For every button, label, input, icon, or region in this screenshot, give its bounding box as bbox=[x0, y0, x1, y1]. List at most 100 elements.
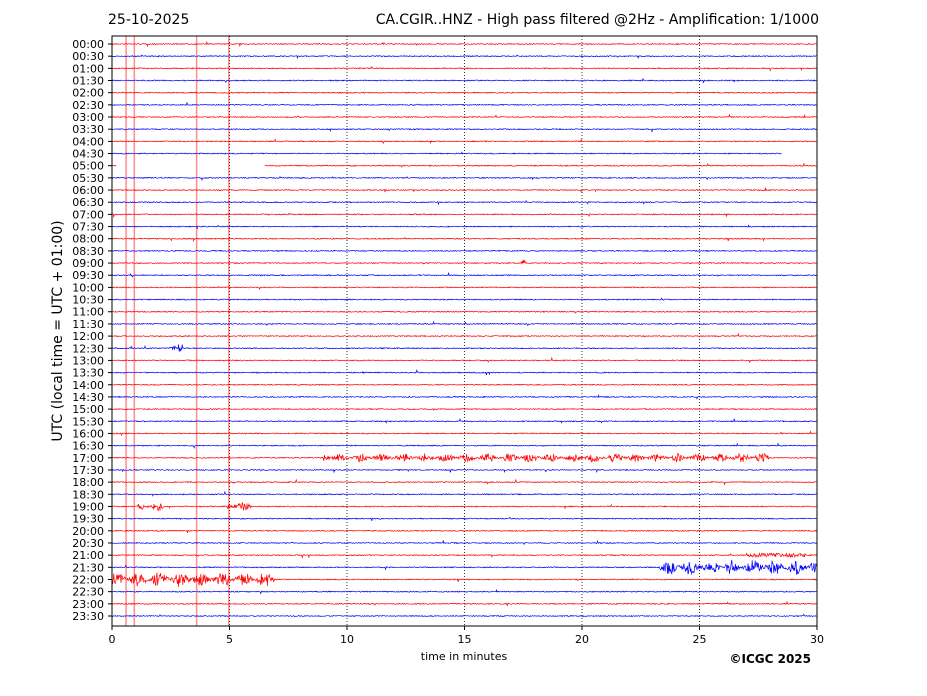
y-tick-label: 14:30 bbox=[72, 391, 104, 404]
y-tick-label: 00:30 bbox=[72, 50, 104, 63]
y-tick-label: 07:00 bbox=[72, 208, 104, 221]
y-tick-label: 04:30 bbox=[72, 148, 104, 161]
y-tick-label: 11:30 bbox=[72, 318, 104, 331]
trace-1130 bbox=[111, 320, 817, 327]
trace-1030 bbox=[111, 297, 817, 301]
y-tick-label: 21:00 bbox=[72, 549, 104, 562]
trace-1200 bbox=[111, 332, 817, 338]
y-tick-label: 12:30 bbox=[72, 342, 104, 355]
trace-0200 bbox=[111, 91, 817, 94]
y-tick-label: 05:30 bbox=[72, 172, 104, 185]
y-tick-label: 06:00 bbox=[72, 184, 104, 197]
y-tick-label: 01:00 bbox=[72, 62, 104, 75]
x-axis-label: time in minutes bbox=[421, 650, 508, 663]
y-tick-label: 23:30 bbox=[72, 610, 104, 623]
y-tick-label: 15:00 bbox=[72, 403, 104, 416]
y-tick-label: 03:30 bbox=[72, 123, 104, 136]
trace-0600 bbox=[111, 187, 817, 193]
trace-1400 bbox=[111, 383, 817, 386]
date-label: 25-10-2025 bbox=[108, 12, 190, 28]
trace-1330 bbox=[111, 369, 817, 376]
trace-0130 bbox=[111, 77, 817, 84]
trace-1600 bbox=[111, 430, 817, 437]
x-tick-label: 20 bbox=[575, 633, 589, 646]
trace-1830 bbox=[111, 490, 817, 497]
trace-0830 bbox=[111, 249, 817, 253]
trace-2000 bbox=[111, 529, 817, 533]
chart-title: CA.CGIR..HNZ - High pass filtered @2Hz -… bbox=[375, 12, 819, 28]
trace-1300 bbox=[111, 356, 817, 364]
trace-1930 bbox=[111, 516, 817, 521]
trace-2230 bbox=[111, 589, 817, 595]
y-tick-label: 21:30 bbox=[72, 561, 104, 574]
x-tick-label: 25 bbox=[693, 633, 707, 646]
y-tick-label: 17:30 bbox=[72, 464, 104, 477]
trace-1530 bbox=[111, 417, 817, 424]
trace-0400 bbox=[111, 138, 817, 145]
y-tick-label: 10:00 bbox=[72, 281, 104, 294]
trace-1900 bbox=[111, 502, 817, 512]
trace-0630 bbox=[111, 199, 817, 206]
y-tick-label: 22:00 bbox=[72, 573, 104, 586]
y-axis-label: UTC (local time = UTC + 01:00) bbox=[50, 220, 66, 441]
trace-2130 bbox=[111, 559, 817, 576]
trace-0530 bbox=[111, 175, 817, 182]
y-tick-label: 10:30 bbox=[72, 294, 104, 307]
trace-1700 bbox=[111, 452, 817, 463]
trace-1500 bbox=[111, 407, 817, 411]
y-tick-label: 19:00 bbox=[72, 500, 104, 513]
y-tick-label: 12:00 bbox=[72, 330, 104, 343]
trace-0330 bbox=[111, 128, 817, 133]
y-tick-label: 02:30 bbox=[72, 99, 104, 112]
x-tick-label: 0 bbox=[109, 633, 116, 646]
trace-2200 bbox=[111, 572, 817, 587]
y-tick-label: 03:00 bbox=[72, 111, 104, 124]
y-tick-label: 08:30 bbox=[72, 245, 104, 258]
trace-0100 bbox=[111, 65, 817, 72]
trace-0700 bbox=[111, 212, 817, 219]
trace-2330 bbox=[111, 613, 817, 618]
trace-0000 bbox=[111, 41, 817, 48]
y-tick-label: 11:00 bbox=[72, 306, 104, 319]
y-tick-label: 05:00 bbox=[72, 160, 104, 173]
y-tick-label: 20:00 bbox=[72, 525, 104, 538]
trace-1430 bbox=[111, 393, 817, 400]
x-tick-label: 10 bbox=[340, 633, 354, 646]
trace-0030 bbox=[111, 54, 817, 60]
copyright-label: ©ICGC 2025 bbox=[729, 652, 811, 666]
trace-1730 bbox=[111, 468, 817, 474]
trace-0730 bbox=[111, 224, 817, 229]
trace-2300 bbox=[111, 601, 817, 607]
trace-0300 bbox=[111, 113, 817, 119]
y-tick-label: 04:00 bbox=[72, 135, 104, 148]
trace-0900 bbox=[111, 259, 817, 266]
y-tick-label: 08:00 bbox=[72, 233, 104, 246]
y-tick-label: 18:30 bbox=[72, 488, 104, 501]
y-tick-label: 22:30 bbox=[72, 586, 104, 599]
trace-0800 bbox=[111, 237, 817, 242]
x-tick-label: 5 bbox=[226, 633, 233, 646]
y-tick-label: 01:30 bbox=[72, 75, 104, 88]
trace-2100 bbox=[111, 552, 817, 559]
y-tick-label: 06:30 bbox=[72, 196, 104, 209]
trace-0230 bbox=[111, 102, 817, 107]
trace-0930 bbox=[111, 271, 817, 278]
y-tick-label: 19:30 bbox=[72, 513, 104, 526]
trace-0430 bbox=[111, 151, 782, 155]
y-tick-label: 20:30 bbox=[72, 537, 104, 550]
y-tick-label: 18:00 bbox=[72, 476, 104, 489]
y-tick-label: 17:00 bbox=[72, 452, 104, 465]
y-tick-label: 13:00 bbox=[72, 354, 104, 367]
y-tick-label: 09:00 bbox=[72, 257, 104, 270]
y-tick-label: 13:30 bbox=[72, 367, 104, 380]
trace-1000 bbox=[111, 286, 817, 290]
y-tick-label: 07:30 bbox=[72, 221, 104, 234]
y-tick-label: 15:30 bbox=[72, 415, 104, 428]
x-tick-label: 15 bbox=[458, 633, 472, 646]
y-tick-label: 16:30 bbox=[72, 440, 104, 453]
trace-1100 bbox=[111, 310, 817, 314]
trace-0500 bbox=[111, 162, 817, 168]
trace-1630 bbox=[112, 442, 817, 449]
